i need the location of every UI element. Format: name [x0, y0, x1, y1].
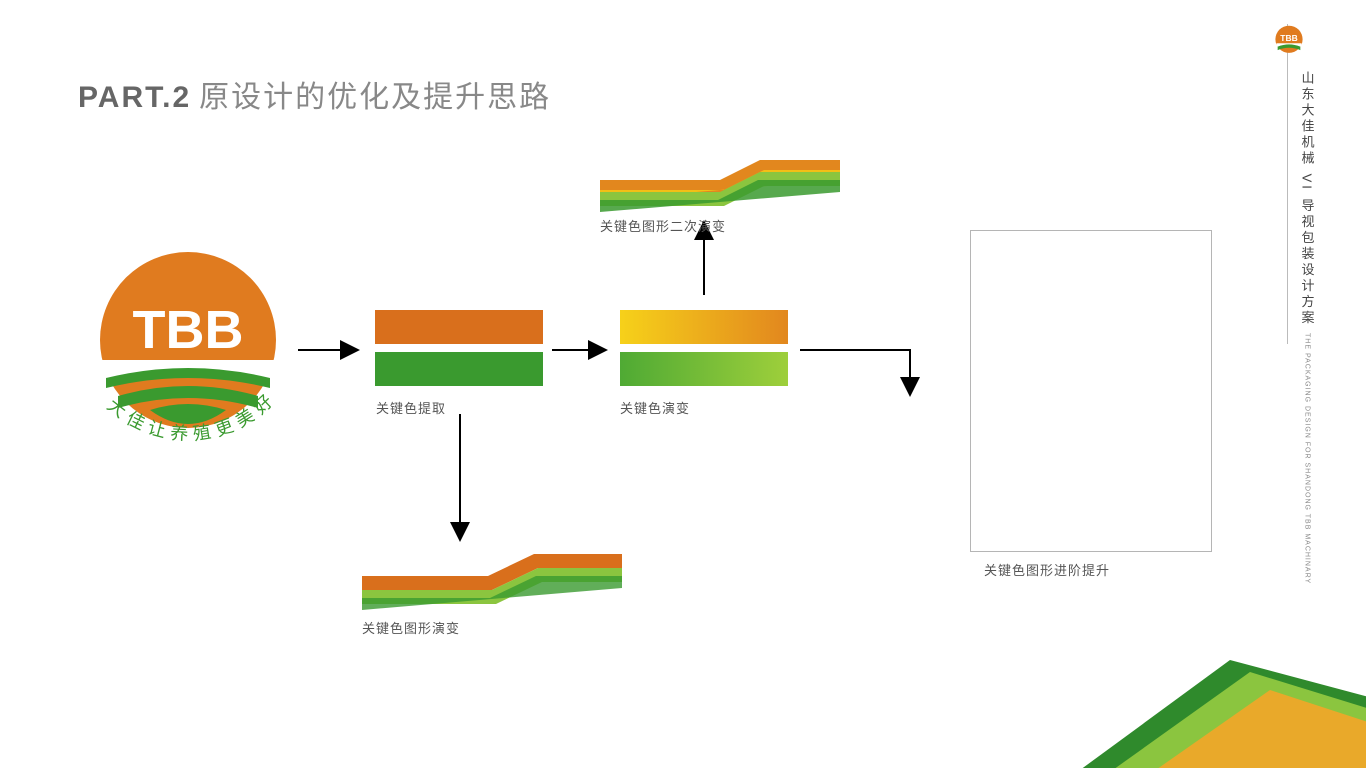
corner-decoration	[1080, 660, 1366, 768]
label-shape-evolve2: 关键色图形二次演变	[600, 216, 726, 235]
ribbon-bottom	[362, 554, 622, 610]
swatch-evolve	[620, 310, 788, 386]
logo-text: TBB	[133, 300, 244, 360]
label-advance: 关键色图形进阶提升	[984, 560, 1110, 579]
arrow-elbow	[800, 350, 910, 395]
ribbon-top	[600, 160, 840, 212]
label-extract: 关键色提取	[376, 398, 446, 417]
tbb-logo: TBB	[100, 252, 276, 428]
swatch-extract	[375, 310, 543, 386]
label-evolve: 关键色演变	[620, 398, 690, 417]
advance-panel	[970, 230, 1212, 552]
label-shape-evolve: 关键色图形演变	[362, 618, 460, 637]
